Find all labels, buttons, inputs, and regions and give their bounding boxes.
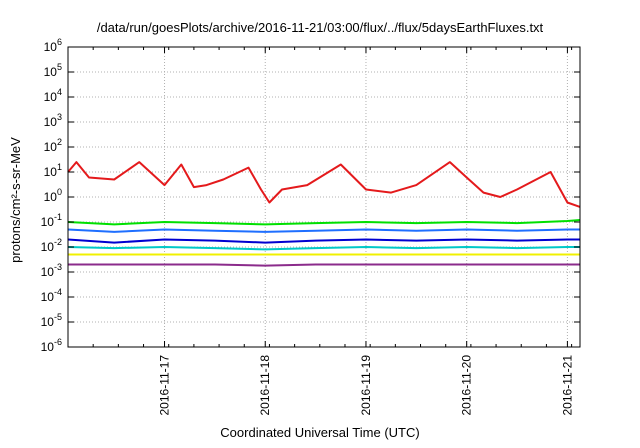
y-axis-label: protons/cm²-s-sr-MeV	[8, 137, 23, 263]
series-line-7	[68, 263, 580, 267]
x-tick-label: 2016-11-19	[359, 355, 373, 416]
series-layer	[67, 161, 581, 267]
y-tick-label: 10-5	[41, 312, 62, 329]
series-line-4	[67, 238, 580, 244]
x-tick-label: 2016-11-21	[560, 355, 574, 416]
y-tick-label: 101	[44, 162, 62, 179]
y-tick-label: 102	[44, 137, 62, 154]
series-line-1	[67, 161, 581, 208]
y-tick-labels: 10-6 10-5 10-4 10-3 10-2 10-1 100 101 102 103 104 1…	[41, 37, 62, 354]
y-axis-label-container: protons/cm²-s-sr-MeV	[8, 100, 28, 300]
y-tick-label: 105	[44, 62, 62, 79]
y-tick-label: 10-1	[41, 212, 62, 229]
x-tick-label: 2016-11-20	[460, 355, 474, 416]
plot-frame	[67, 46, 581, 348]
x-tick-label: 2016-11-18	[258, 355, 272, 416]
series-line-5	[67, 246, 580, 251]
x-tick-labels: 2016-11-17 2016-11-18 2016-11-19 2016-11-20…	[158, 355, 575, 416]
y-tick-label: 103	[44, 112, 62, 129]
y-tick-label: 10-6	[41, 337, 62, 354]
y-tick-label: 10-3	[41, 262, 62, 279]
x-tick-label: 2016-11-17	[158, 355, 172, 416]
x-axis-label: Coordinated Universal Time (UTC)	[220, 425, 420, 440]
y-tick-label: 10-2	[41, 237, 62, 254]
y-tick-label: 100	[44, 187, 62, 204]
y-tick-label: 106	[44, 37, 62, 54]
grid-layer	[68, 47, 580, 347]
series-line-3	[67, 228, 580, 233]
axis-layer	[67, 46, 581, 348]
series-line-2	[67, 219, 581, 226]
y-tick-label: 10-4	[41, 287, 62, 304]
y-tick-label: 104	[44, 87, 62, 104]
chart-title: /data/run/goesPlots/archive/2016-11-21/0…	[96, 20, 544, 35]
